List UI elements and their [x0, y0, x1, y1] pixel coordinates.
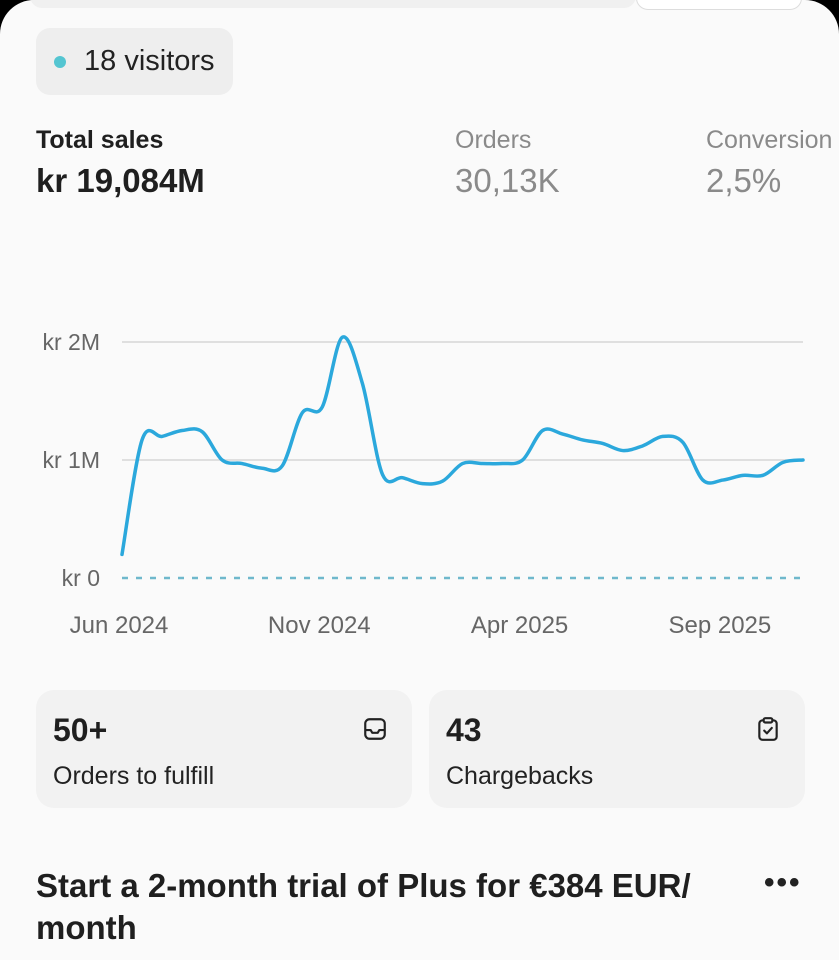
top-search-bar[interactable]	[30, 0, 636, 8]
metric-label: Orders	[455, 126, 532, 154]
metric-value: 30,13K	[455, 162, 560, 199]
sales-line-chart[interactable]: kr 2M kr 1M kr 0 Jun 2024 Nov 2024 Apr 2025 Se…	[0, 320, 839, 650]
top-action-button[interactable]	[636, 0, 802, 10]
visitors-label: 18 visitors	[84, 45, 215, 77]
promo-title: Start a 2-month trial of Plus for €384 E…	[36, 867, 691, 946]
metric-label: Total sales	[36, 126, 164, 154]
metric-value: 2,5%	[706, 162, 782, 199]
chargebacks-tile[interactable]: 43 Chargebacks	[429, 690, 805, 808]
tile-caption: Orders to fulfill	[53, 762, 215, 790]
x-tick-label: Nov 2024	[268, 612, 371, 639]
visitors-badge[interactable]: 18 visitors	[36, 28, 233, 95]
metric-conversion[interactable]: Conversion 2,5%	[706, 128, 832, 201]
clipboard-check-icon	[758, 717, 778, 741]
y-tick-label: kr 0	[62, 565, 100, 591]
x-tick-label: Jun 2024	[70, 612, 169, 639]
tile-caption: Chargebacks	[446, 762, 594, 790]
orders-to-fulfill-tile[interactable]: 50+ Orders to fulfill	[36, 690, 412, 808]
metric-orders[interactable]: Orders 30,13K	[455, 128, 560, 201]
y-tick-label: kr 2M	[43, 329, 101, 355]
metric-value: kr 19,084M	[36, 162, 205, 199]
more-options-icon[interactable]: •••	[764, 866, 802, 899]
metric-total-sales[interactable]: Total sales kr 19,084M	[36, 128, 205, 201]
inbox-icon	[364, 718, 386, 740]
tile-number: 50+	[53, 712, 108, 748]
metric-label: Conversion	[706, 126, 833, 154]
x-tick-label: Sep 2025	[668, 612, 771, 639]
sales-series-line	[120, 335, 805, 557]
x-tick-label: Apr 2025	[471, 612, 568, 639]
tile-number: 43	[446, 712, 482, 748]
y-tick-label: kr 1M	[43, 447, 101, 473]
live-dot-icon	[54, 55, 66, 68]
